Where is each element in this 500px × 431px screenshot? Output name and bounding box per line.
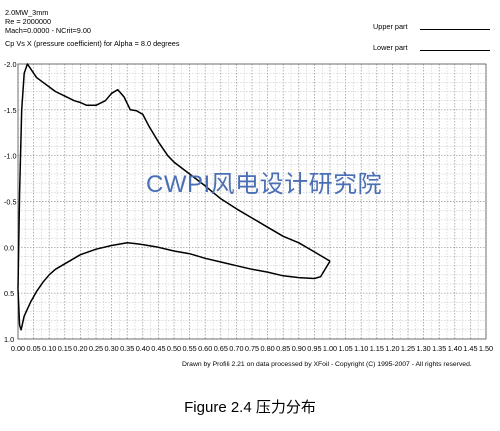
y-tick-labels: -2.0 -1.5 -1.0 -0.5 0.0 0.5 1.0 — [4, 60, 17, 344]
lower-part-line — [17, 242, 331, 331]
mach-ncrit: Mach=0.0000 - NCrit=9.00 — [5, 26, 91, 35]
x-tick-label: 1.00 — [323, 344, 337, 353]
x-tick-label: 0.50 — [167, 344, 181, 353]
legend-lower-label: Lower part — [373, 43, 408, 52]
series-group — [17, 63, 331, 331]
y-tick-label: -1.0 — [4, 152, 17, 161]
x-tick-label: 0.70 — [229, 344, 243, 353]
credit-text: Drawn by Profili 2.21 on data processed … — [182, 361, 472, 368]
x-tick-label: 0.00 — [11, 344, 25, 353]
y-tick-label: -1.5 — [4, 106, 17, 115]
x-tick-label: 1.10 — [354, 344, 368, 353]
x-tick-label: 0.75 — [245, 344, 259, 353]
y-tick-label: -2.0 — [4, 60, 17, 69]
x-tick-label: 1.05 — [338, 344, 352, 353]
x-tick-label: 1.30 — [416, 344, 430, 353]
grid — [17, 63, 487, 340]
watermark: CWPI风电设计研究院 — [146, 171, 383, 198]
x-tick-label: 0.20 — [73, 344, 87, 353]
reynolds-number: Re = 2000000 — [5, 17, 52, 26]
y-tick-label: 1.0 — [4, 335, 14, 344]
y-tick-label: -0.5 — [4, 198, 17, 207]
x-tick-label: 0.40 — [136, 344, 150, 353]
x-tick-label: 0.60 — [198, 344, 212, 353]
y-tick-label: 0.5 — [4, 289, 14, 298]
airfoil-name: 2.0MW_3mm — [5, 8, 49, 17]
x-tick-label: 0.80 — [260, 344, 274, 353]
x-tick-label: 1.40 — [448, 344, 462, 353]
x-tick-label: 0.35 — [120, 344, 134, 353]
x-tick-label: 1.50 — [479, 344, 493, 353]
x-tick-label: 0.25 — [89, 344, 103, 353]
x-tick-label: 0.65 — [214, 344, 228, 353]
x-tick-label: 0.85 — [276, 344, 290, 353]
x-tick-label: 0.95 — [307, 344, 321, 353]
x-tick-label: 1.25 — [401, 344, 415, 353]
legend-lower-line — [420, 50, 490, 51]
x-tick-label: 0.90 — [292, 344, 306, 353]
y-tick-label: 0.0 — [4, 243, 14, 252]
x-tick-label: 1.20 — [385, 344, 399, 353]
x-tick-label: 0.15 — [58, 344, 72, 353]
upper-part-line — [17, 63, 331, 289]
legend-upper-label: Upper part — [373, 22, 408, 31]
plot-frame — [17, 63, 487, 340]
x-tick-label: 1.35 — [432, 344, 446, 353]
x-tick-label: 0.10 — [42, 344, 56, 353]
x-tick-label: 1.45 — [463, 344, 477, 353]
x-tick-label: 0.45 — [151, 344, 165, 353]
chart-title: Cp Vs X (pressure coefficient) for Alpha… — [5, 39, 180, 48]
x-tick-label: 0.05 — [26, 344, 40, 353]
x-tick-label: 0.30 — [104, 344, 118, 353]
x-tick-labels: 0.00 0.05 0.10 0.15 0.20 0.25 0.30 0.35 0.40 0.45… — [11, 344, 493, 353]
legend-upper-line — [420, 29, 490, 30]
x-tick-label: 1.15 — [370, 344, 384, 353]
figure-caption: Figure 2.4 压力分布 — [184, 399, 316, 416]
x-tick-label: 0.55 — [182, 344, 196, 353]
